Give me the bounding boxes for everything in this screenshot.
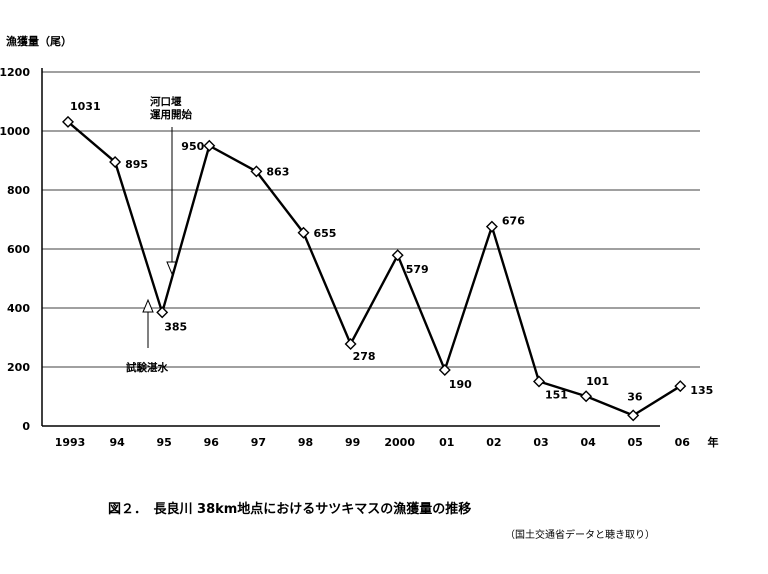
data-label-97: 863 bbox=[266, 165, 289, 178]
point-2000 bbox=[391, 249, 404, 262]
x-tick-94: 94 bbox=[109, 436, 125, 449]
catch-series bbox=[62, 115, 687, 422]
y-tick-1000: 1000 bbox=[0, 125, 30, 138]
point-98 bbox=[297, 226, 310, 239]
x-axis-unit: 年 bbox=[708, 435, 719, 449]
point-95 bbox=[156, 306, 169, 319]
y-axis-title: 漁獲量（尾） bbox=[6, 35, 72, 48]
x-tick-labels: 1993 94 95 96 97 98 99 2000 01 02 03 04 05 06 年 bbox=[55, 435, 719, 449]
annotation-trial-impoundment: 試験湛水 bbox=[126, 362, 168, 374]
x-tick-02: 02 bbox=[486, 436, 501, 449]
gridlines bbox=[42, 71, 700, 368]
x-tick-97: 97 bbox=[251, 436, 266, 449]
point-94 bbox=[109, 155, 122, 168]
data-label-06: 135 bbox=[690, 384, 713, 397]
x-tick-96: 96 bbox=[204, 436, 220, 449]
y-tick-200: 200 bbox=[7, 361, 30, 374]
series-line bbox=[67, 120, 681, 417]
y-tick-800: 800 bbox=[7, 184, 30, 197]
data-label-04: 101 bbox=[586, 375, 609, 388]
figure-caption: 図２． 長良川 38km地点におけるサツキマスの漁獲量の推移 bbox=[108, 502, 472, 517]
y-tick-1200: 1200 bbox=[0, 66, 30, 79]
data-source: （国土交通省データと聴き取り） bbox=[505, 530, 655, 541]
data-label-02: 676 bbox=[502, 215, 525, 228]
point-04 bbox=[580, 390, 593, 403]
x-tick-99: 99 bbox=[345, 436, 360, 449]
x-tick-98: 98 bbox=[298, 436, 313, 449]
data-labels: 1031 895 385 950 863 655 278 579 190 676 151 101 36 1… bbox=[70, 100, 713, 404]
point-99 bbox=[344, 338, 357, 350]
x-tick-05: 05 bbox=[628, 436, 643, 449]
data-label-99: 278 bbox=[353, 350, 376, 363]
data-label-94: 895 bbox=[125, 158, 148, 171]
axes bbox=[41, 68, 660, 427]
point-06 bbox=[674, 380, 687, 393]
data-label-95: 385 bbox=[164, 320, 187, 333]
x-tick-01: 01 bbox=[439, 436, 454, 449]
x-tick-2000: 2000 bbox=[384, 436, 415, 449]
data-label-03: 151 bbox=[545, 388, 568, 401]
point-96 bbox=[203, 139, 216, 152]
arrow-impoundment-head bbox=[142, 298, 154, 313]
data-label-2000: 579 bbox=[406, 263, 429, 276]
y-tick-600: 600 bbox=[7, 243, 30, 256]
y-tick-0: 0 bbox=[22, 420, 30, 433]
x-tick-06: 06 bbox=[675, 436, 691, 449]
point-02 bbox=[485, 220, 498, 233]
x-tick-1993: 1993 bbox=[55, 436, 86, 449]
data-label-01: 190 bbox=[449, 378, 472, 391]
y-tick-labels: 0 200 400 600 800 1000 1200 bbox=[0, 66, 30, 433]
x-tick-04: 04 bbox=[580, 436, 596, 449]
point-05 bbox=[627, 409, 640, 422]
point-1993 bbox=[62, 115, 74, 128]
data-label-98: 655 bbox=[314, 227, 337, 240]
point-03 bbox=[533, 375, 545, 388]
x-tick-03: 03 bbox=[533, 436, 548, 449]
annotation-river-mouth-weir: 河口堰 運用開始 bbox=[150, 96, 192, 121]
x-tick-95: 95 bbox=[157, 436, 172, 449]
y-tick-400: 400 bbox=[7, 302, 30, 315]
data-label-05: 36 bbox=[627, 390, 643, 403]
data-label-96: 950 bbox=[181, 140, 204, 153]
point-97 bbox=[250, 165, 263, 178]
point-01 bbox=[438, 363, 451, 376]
data-label-1993: 1031 bbox=[70, 100, 101, 113]
